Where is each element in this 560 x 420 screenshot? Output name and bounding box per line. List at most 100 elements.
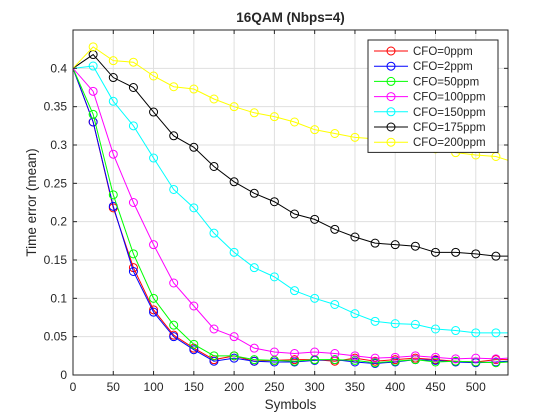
data-point [269,197,279,207]
data-point [390,319,400,329]
y-axis-title: Time error (mean) [24,148,39,256]
legend-item: CFO=50ppm [374,76,479,88]
data-point [249,188,259,198]
data-point [149,240,159,250]
data-point [108,56,118,66]
series-layer [72,42,509,368]
x-tick-label: 500 [466,380,486,394]
data-point [350,351,360,361]
data-point [88,42,98,52]
data-point [149,71,159,81]
data-point [169,278,179,288]
data-point [209,324,219,334]
legend-marker [386,122,396,132]
data-point [471,328,481,338]
legend-label: CFO=2ppm [413,61,473,73]
legend-item: CFO=0ppm [374,46,473,58]
y-tick-label: 0 [60,368,67,382]
data-point [108,190,118,200]
data-point [128,121,138,131]
data-point [269,112,279,122]
data-point [189,339,199,349]
data-point [189,84,199,94]
data-point [209,94,219,104]
data-point [330,224,340,234]
legend-label: CFO=0ppm [413,46,473,58]
series-CFO=100ppm [72,68,509,364]
data-point [290,349,300,359]
series-line [72,53,508,257]
data-point [149,107,159,117]
data-point [149,153,159,163]
data-point [169,332,179,342]
data-point [169,184,179,194]
data-point [431,352,440,362]
data-point [491,354,501,364]
data-point [410,241,420,251]
data-point [189,345,199,355]
data-point [451,326,461,336]
data-point [350,232,360,242]
data-point [169,82,179,92]
data-point [189,142,199,152]
data-point [290,209,300,219]
y-tick-label: 0.3 [50,138,67,152]
data-point [310,214,320,224]
data-point [128,57,138,67]
data-point [88,109,98,119]
data-point [350,355,360,365]
data-point [128,249,138,259]
series-line [72,68,508,363]
data-point [229,332,239,342]
data-point [209,228,219,238]
legend-label: CFO=175ppm [413,122,486,134]
legend-marker [386,107,396,117]
legend-label: CFO=200ppm [413,137,486,149]
legend: CFO=0ppm CFO=2ppm CFO=50ppm CFO=100ppm CFO=1… [367,39,499,153]
x-tick-label: 300 [305,380,325,394]
axes-box [72,29,509,376]
data-point [431,247,440,257]
y-tick-label: 0.05 [44,330,68,344]
series-line [72,68,509,365]
data-point [209,161,219,171]
x-tick-label: 200 [224,380,244,394]
data-point [269,272,279,282]
series-CFO=175ppm [72,50,508,261]
data-point [491,251,501,261]
data-point [209,351,219,361]
series-CFO=150ppm [72,61,508,338]
data-point [209,356,219,366]
legend-marker [386,46,396,56]
data-point [249,355,259,365]
data-point [149,307,159,317]
data-point [471,353,481,363]
series-CFO=50ppm [72,68,509,368]
data-point [249,108,259,118]
data-point [370,358,380,368]
legend-label: CFO=100ppm [413,92,486,104]
data-point [370,316,380,326]
data-point [189,203,199,213]
data-point [229,177,239,187]
data-point [390,240,400,250]
series-line [72,68,509,360]
data-point [149,305,159,315]
data-point [350,132,360,142]
data-point [88,86,98,96]
data-point [390,352,400,362]
data-point [249,343,259,353]
chart-title: 16QAM (Nbps=4) [236,10,344,25]
data-point [451,356,461,366]
legend-item: CFO=175ppm [374,122,486,134]
data-point [88,61,98,71]
x-tick-label: 250 [264,380,284,394]
data-point [229,247,239,257]
data-point [330,299,340,309]
data-point [290,117,300,127]
data-point [169,320,179,330]
data-point [350,309,360,319]
y-tick-label: 0.35 [44,100,68,114]
data-point [229,353,239,363]
data-point [229,351,239,361]
